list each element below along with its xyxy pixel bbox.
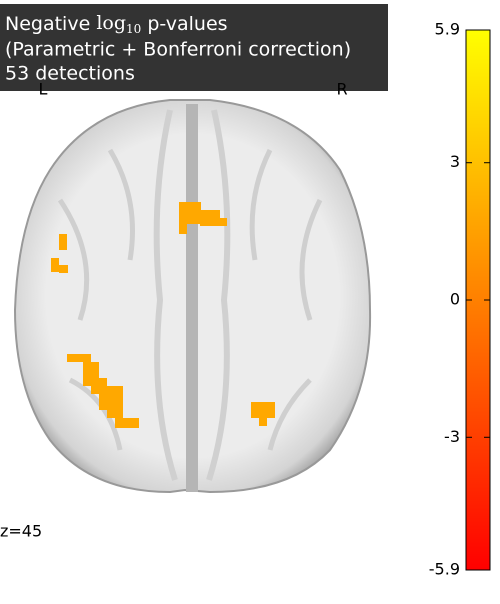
colorbar-tick-label: 0 <box>450 290 460 309</box>
title-line-3: 53 detections <box>5 63 135 85</box>
brain-slice <box>13 99 372 494</box>
colorbar-tick-label: 5.9 <box>435 20 460 39</box>
colorbar-tick-label: -5.9 <box>429 560 460 579</box>
title-line-1: Negative log10 p-values <box>5 12 228 40</box>
title-box <box>0 4 388 91</box>
colorbar-tick-label: 3 <box>450 152 460 171</box>
orientation-left: L <box>39 80 48 99</box>
orientation-right: R <box>336 80 347 99</box>
slice-label: z=45 <box>0 522 42 541</box>
title-line-2: (Parametric + Bonferroni correction) <box>5 39 351 61</box>
colorbar-tick-label: -3 <box>444 427 460 446</box>
activation-clusters <box>51 202 275 428</box>
